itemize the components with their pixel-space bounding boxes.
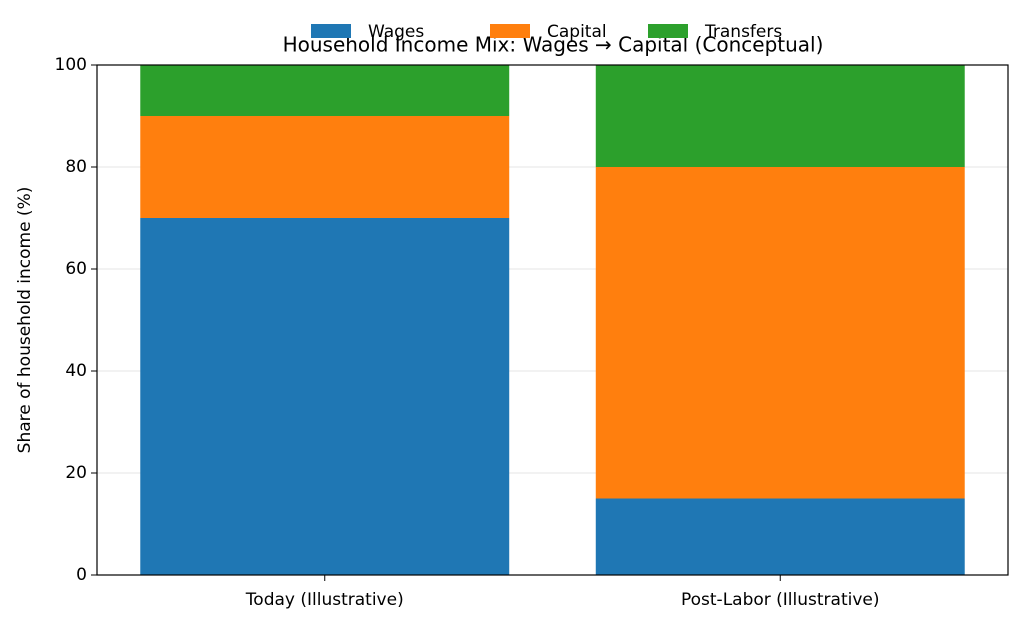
x-tick-label: Post-Labor (Illustrative) bbox=[681, 590, 880, 610]
legend-label: Transfers bbox=[704, 22, 782, 42]
legend-swatch bbox=[648, 24, 688, 38]
x-tick-label: Today (Illustrative) bbox=[245, 590, 404, 610]
y-tick-label: 80 bbox=[65, 157, 87, 177]
plot-frame bbox=[96, 64, 1009, 576]
legend-swatch bbox=[490, 24, 530, 38]
y-axis-label: Share of household income (%) bbox=[15, 187, 35, 454]
y-tick-label: 20 bbox=[65, 463, 87, 483]
bar-segment bbox=[595, 167, 965, 499]
legend-label: Wages bbox=[368, 22, 424, 42]
chart-title: Household Income Mix: Wages → Capital (C… bbox=[283, 33, 824, 57]
legend-swatch bbox=[311, 24, 351, 38]
bar-segment bbox=[140, 65, 510, 116]
y-tick-label: 60 bbox=[65, 259, 87, 279]
bar-segment bbox=[595, 65, 965, 167]
legend-label: Capital bbox=[547, 22, 607, 42]
y-tick-label: 0 bbox=[76, 565, 87, 585]
y-tick-label: 100 bbox=[55, 55, 87, 75]
bar-segment bbox=[140, 116, 510, 218]
bar-segment bbox=[595, 498, 965, 575]
bar-segment bbox=[140, 218, 510, 575]
y-tick-label: 40 bbox=[65, 361, 87, 381]
